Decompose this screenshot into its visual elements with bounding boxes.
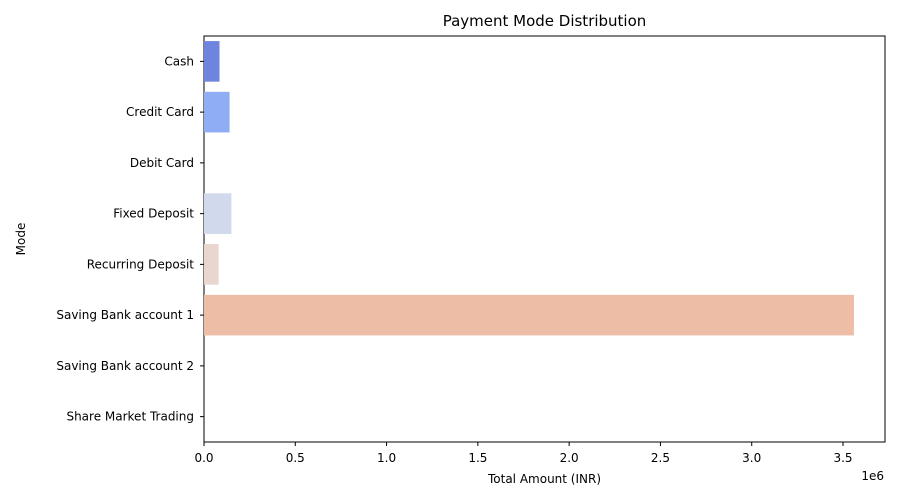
y-tick-label: Debit Card [130, 156, 194, 170]
x-axis-ticks: 0.0 0.5 1.0 1.5 2.0 2.5 3.0 3.5 [194, 442, 853, 465]
x-axis-offset-label: 1e6 [861, 469, 884, 483]
x-tick-label: 3.5 [833, 451, 852, 465]
x-axis-label: Total Amount (INR) [487, 472, 601, 486]
x-tick-label: 2.0 [560, 451, 579, 465]
y-tick-label: Credit Card [126, 105, 194, 119]
bar-credit-card [204, 91, 230, 133]
y-axis-label: Mode [14, 223, 28, 256]
y-tick-label: Recurring Deposit [87, 257, 195, 271]
bar-cash [204, 41, 220, 82]
y-tick-label: Saving Bank account 1 [56, 308, 194, 322]
y-tick-label: Saving Bank account 2 [56, 359, 194, 373]
x-tick-label: 0.5 [286, 451, 305, 465]
bar-saving-bank-account-1 [204, 294, 854, 336]
y-tick-label: Cash [164, 54, 194, 68]
x-tick-label: 1.5 [468, 451, 487, 465]
bars-group [204, 41, 854, 336]
x-tick-label: 1.0 [377, 451, 396, 465]
bar-fixed-deposit [204, 193, 232, 234]
y-tick-label: Fixed Deposit [113, 207, 194, 221]
plot-area-frame [203, 35, 886, 443]
x-tick-label: 2.5 [651, 451, 670, 465]
bar-recurring-deposit [204, 244, 219, 285]
y-tick-label: Share Market Trading [66, 410, 194, 424]
x-tick-label: 3.0 [742, 451, 761, 465]
y-axis-ticks: Cash Credit Card Debit Card Fixed Deposit Re… [56, 54, 204, 424]
x-tick-label: 0.0 [194, 451, 213, 465]
chart-title: Payment Mode Distribution [443, 12, 647, 30]
